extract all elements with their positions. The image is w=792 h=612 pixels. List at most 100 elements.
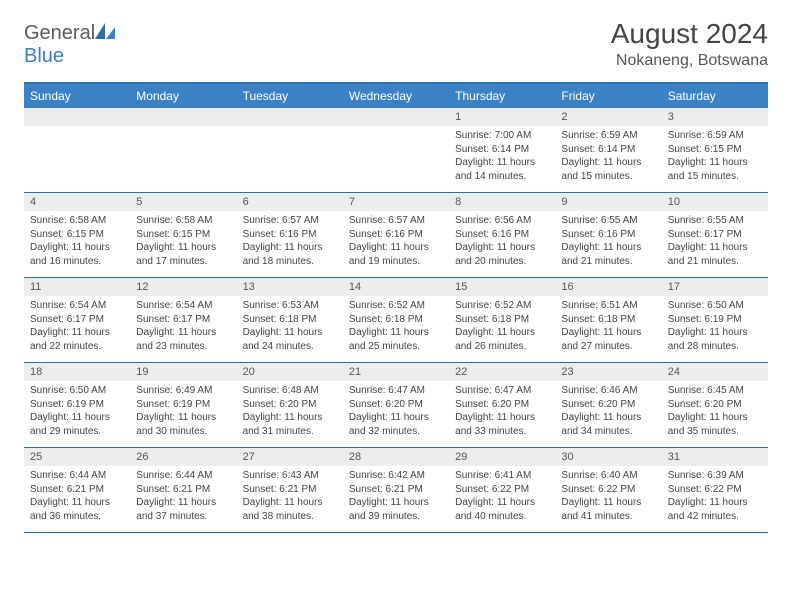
day-cell [130,108,236,192]
day-data: Sunrise: 6:45 AMSunset: 6:20 PMDaylight:… [662,381,768,444]
day-number: 20 [237,363,343,381]
day-number: 21 [343,363,449,381]
day-cell: 8Sunrise: 6:56 AMSunset: 6:16 PMDaylight… [449,193,555,277]
day-number: 6 [237,193,343,211]
weekday-header: Wednesday [343,84,449,108]
week-row: 25Sunrise: 6:44 AMSunset: 6:21 PMDayligh… [24,448,768,533]
day-data: Sunrise: 6:54 AMSunset: 6:17 PMDaylight:… [24,296,130,359]
day-cell: 9Sunrise: 6:55 AMSunset: 6:16 PMDaylight… [555,193,661,277]
day-number: 26 [130,448,236,466]
day-number: 22 [449,363,555,381]
day-number: 10 [662,193,768,211]
day-cell: 3Sunrise: 6:59 AMSunset: 6:15 PMDaylight… [662,108,768,192]
weeks-container: 1Sunrise: 7:00 AMSunset: 6:14 PMDaylight… [24,108,768,533]
day-number: 1 [449,108,555,126]
header: General Blue August 2024 Nokaneng, Botsw… [24,18,768,70]
day-cell: 4Sunrise: 6:58 AMSunset: 6:15 PMDaylight… [24,193,130,277]
day-data: Sunrise: 6:44 AMSunset: 6:21 PMDaylight:… [130,466,236,529]
week-row: 11Sunrise: 6:54 AMSunset: 6:17 PMDayligh… [24,278,768,363]
day-number: 18 [24,363,130,381]
day-data: Sunrise: 6:57 AMSunset: 6:16 PMDaylight:… [237,211,343,274]
day-cell: 23Sunrise: 6:46 AMSunset: 6:20 PMDayligh… [555,363,661,447]
empty-day-band [130,108,236,126]
day-number: 28 [343,448,449,466]
page-title: August 2024 [611,18,768,50]
day-cell [24,108,130,192]
brand-text: General Blue [24,22,115,68]
weekday-header: Thursday [449,84,555,108]
day-number: 27 [237,448,343,466]
day-cell: 5Sunrise: 6:58 AMSunset: 6:15 PMDaylight… [130,193,236,277]
day-data: Sunrise: 6:47 AMSunset: 6:20 PMDaylight:… [449,381,555,444]
day-cell [237,108,343,192]
day-number: 11 [24,278,130,296]
brand-part1: General [24,22,95,44]
day-number: 24 [662,363,768,381]
weekday-header: Sunday [24,84,130,108]
day-cell: 15Sunrise: 6:52 AMSunset: 6:18 PMDayligh… [449,278,555,362]
day-number: 16 [555,278,661,296]
day-data: Sunrise: 6:50 AMSunset: 6:19 PMDaylight:… [24,381,130,444]
day-cell: 7Sunrise: 6:57 AMSunset: 6:16 PMDaylight… [343,193,449,277]
day-cell: 22Sunrise: 6:47 AMSunset: 6:20 PMDayligh… [449,363,555,447]
day-cell: 21Sunrise: 6:47 AMSunset: 6:20 PMDayligh… [343,363,449,447]
day-number: 19 [130,363,236,381]
day-number: 4 [24,193,130,211]
day-cell: 6Sunrise: 6:57 AMSunset: 6:16 PMDaylight… [237,193,343,277]
brand-part2: Blue [24,45,64,67]
day-cell: 17Sunrise: 6:50 AMSunset: 6:19 PMDayligh… [662,278,768,362]
day-data: Sunrise: 7:00 AMSunset: 6:14 PMDaylight:… [449,126,555,189]
day-number: 23 [555,363,661,381]
location-label: Nokaneng, Botswana [611,52,768,70]
day-data: Sunrise: 6:57 AMSunset: 6:16 PMDaylight:… [343,211,449,274]
day-data: Sunrise: 6:41 AMSunset: 6:22 PMDaylight:… [449,466,555,529]
day-cell: 19Sunrise: 6:49 AMSunset: 6:19 PMDayligh… [130,363,236,447]
day-number: 5 [130,193,236,211]
day-data: Sunrise: 6:44 AMSunset: 6:21 PMDaylight:… [24,466,130,529]
day-data: Sunrise: 6:50 AMSunset: 6:19 PMDaylight:… [662,296,768,359]
day-number: 30 [555,448,661,466]
day-cell: 26Sunrise: 6:44 AMSunset: 6:21 PMDayligh… [130,448,236,532]
week-row: 18Sunrise: 6:50 AMSunset: 6:19 PMDayligh… [24,363,768,448]
day-cell: 2Sunrise: 6:59 AMSunset: 6:14 PMDaylight… [555,108,661,192]
day-cell: 31Sunrise: 6:39 AMSunset: 6:22 PMDayligh… [662,448,768,532]
day-data: Sunrise: 6:55 AMSunset: 6:17 PMDaylight:… [662,211,768,274]
weekday-header: Saturday [662,84,768,108]
day-cell: 27Sunrise: 6:43 AMSunset: 6:21 PMDayligh… [237,448,343,532]
week-row: 1Sunrise: 7:00 AMSunset: 6:14 PMDaylight… [24,108,768,193]
day-data: Sunrise: 6:42 AMSunset: 6:21 PMDaylight:… [343,466,449,529]
week-row: 4Sunrise: 6:58 AMSunset: 6:15 PMDaylight… [24,193,768,278]
weekday-header: Tuesday [237,84,343,108]
sail-icon [95,22,115,45]
day-number: 25 [24,448,130,466]
weekday-header: Friday [555,84,661,108]
day-cell: 12Sunrise: 6:54 AMSunset: 6:17 PMDayligh… [130,278,236,362]
day-number: 3 [662,108,768,126]
day-cell: 24Sunrise: 6:45 AMSunset: 6:20 PMDayligh… [662,363,768,447]
day-number: 8 [449,193,555,211]
day-cell: 11Sunrise: 6:54 AMSunset: 6:17 PMDayligh… [24,278,130,362]
day-cell: 20Sunrise: 6:48 AMSunset: 6:20 PMDayligh… [237,363,343,447]
day-number: 9 [555,193,661,211]
day-number: 29 [449,448,555,466]
day-number: 13 [237,278,343,296]
day-number: 17 [662,278,768,296]
day-cell: 30Sunrise: 6:40 AMSunset: 6:22 PMDayligh… [555,448,661,532]
day-cell: 25Sunrise: 6:44 AMSunset: 6:21 PMDayligh… [24,448,130,532]
day-data: Sunrise: 6:55 AMSunset: 6:16 PMDaylight:… [555,211,661,274]
day-data: Sunrise: 6:53 AMSunset: 6:18 PMDaylight:… [237,296,343,359]
calendar: SundayMondayTuesdayWednesdayThursdayFrid… [24,82,768,533]
day-number: 2 [555,108,661,126]
day-cell: 1Sunrise: 7:00 AMSunset: 6:14 PMDaylight… [449,108,555,192]
day-data: Sunrise: 6:52 AMSunset: 6:18 PMDaylight:… [343,296,449,359]
day-data: Sunrise: 6:52 AMSunset: 6:18 PMDaylight:… [449,296,555,359]
day-number: 12 [130,278,236,296]
brand-logo: General Blue [24,18,115,68]
day-data: Sunrise: 6:59 AMSunset: 6:15 PMDaylight:… [662,126,768,189]
day-data: Sunrise: 6:46 AMSunset: 6:20 PMDaylight:… [555,381,661,444]
day-number: 14 [343,278,449,296]
day-number: 7 [343,193,449,211]
title-block: August 2024 Nokaneng, Botswana [611,18,768,70]
day-data: Sunrise: 6:49 AMSunset: 6:19 PMDaylight:… [130,381,236,444]
day-cell: 14Sunrise: 6:52 AMSunset: 6:18 PMDayligh… [343,278,449,362]
